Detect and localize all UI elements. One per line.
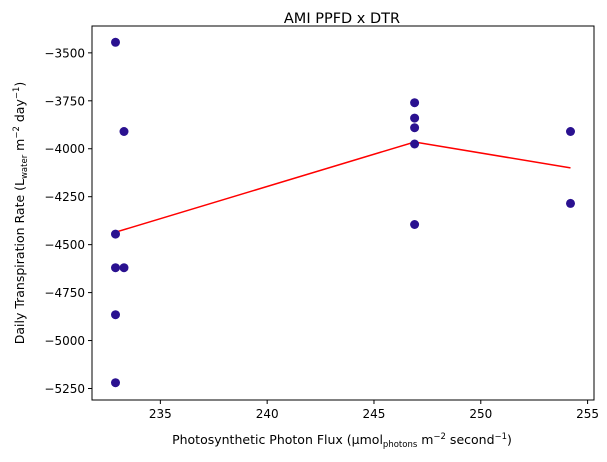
x-axis-label: Photosynthetic Photon Flux (µmolphotons …	[172, 432, 512, 450]
y-tick-label: −4250	[44, 190, 85, 204]
x-tick-label: 235	[149, 407, 172, 421]
y-tick-label: −5250	[44, 382, 85, 396]
y-axis-label-mid: m	[12, 139, 27, 155]
y-axis-label-subscript: water	[20, 154, 30, 179]
x-axis-label-prefix: Photosynthetic Photon Flux (µmol	[172, 432, 383, 447]
x-tick-label: 255	[576, 407, 599, 421]
y-axis-label-mid2: day	[12, 99, 27, 127]
scatter-points-layer	[111, 37, 575, 388]
y-tick-label: −5000	[44, 334, 85, 348]
chart-title: AMI PPFD x DTR	[284, 11, 400, 27]
scatter-point	[566, 198, 575, 208]
y-tick-label: −3500	[44, 46, 85, 60]
x-tick-label: 245	[363, 407, 386, 421]
x-axis-label-subscript: photons	[383, 440, 418, 450]
scatter-point	[410, 139, 420, 149]
scatter-point	[410, 123, 420, 133]
x-axis-label-superscript-2: −1	[495, 432, 508, 442]
y-axis-label-prefix: Daily Transpiration Rate (L	[12, 179, 27, 344]
y-axis-label-superscript-1: −2	[12, 126, 22, 139]
scatter-point	[410, 113, 420, 123]
scatter-point	[410, 220, 420, 229]
x-axis: 235 240 245 250 255	[149, 400, 599, 421]
x-axis-label-superscript-1: −2	[433, 432, 446, 442]
scatter-point	[566, 127, 575, 136]
scatter-point	[111, 263, 120, 273]
y-tick-label: −4500	[44, 238, 85, 252]
x-axis-label-suffix: )	[507, 432, 512, 447]
y-tick-label: −4750	[44, 286, 85, 300]
x-tick-label: 250	[469, 407, 492, 421]
y-tick-label: −4000	[44, 142, 85, 156]
y-tick-label: −3750	[44, 94, 85, 108]
y-axis-label: Daily Transpiration Rate (Lwater m−2 day…	[12, 82, 30, 345]
plot-frame	[91, 25, 595, 401]
plot-area	[91, 25, 595, 401]
scatter-point	[111, 310, 120, 320]
scatter-point	[410, 98, 420, 108]
y-axis-label-superscript-2: −1	[12, 87, 22, 100]
scatter-point	[119, 263, 129, 273]
scatter-point	[111, 378, 120, 388]
scatter-point	[111, 37, 120, 47]
scatter-point	[119, 127, 129, 136]
scatter-point	[111, 229, 120, 239]
x-axis-label-mid2: second	[446, 432, 495, 447]
x-tick-label: 240	[256, 407, 279, 421]
y-axis: −3500 −3750 −4000 −4250 −4500 −4750 −5000 −5250	[44, 46, 92, 396]
x-axis-label-mid: m	[417, 432, 433, 447]
y-axis-label-suffix: )	[12, 82, 27, 87]
